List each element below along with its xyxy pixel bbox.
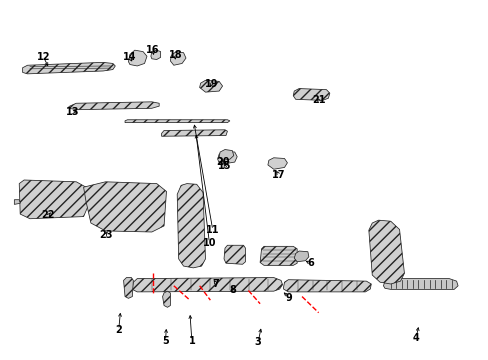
Text: 18: 18 (168, 50, 182, 60)
Text: 22: 22 (41, 210, 55, 220)
Polygon shape (83, 182, 166, 232)
Text: 21: 21 (311, 95, 325, 105)
Polygon shape (294, 251, 308, 262)
Text: 5: 5 (162, 336, 168, 346)
Polygon shape (125, 120, 229, 123)
Polygon shape (177, 184, 205, 268)
Polygon shape (161, 130, 227, 136)
Polygon shape (267, 158, 287, 169)
Polygon shape (219, 149, 233, 160)
Text: 11: 11 (205, 225, 219, 235)
Text: 10: 10 (202, 238, 216, 248)
Polygon shape (14, 200, 20, 204)
Text: 13: 13 (66, 107, 80, 117)
Polygon shape (151, 50, 160, 59)
Polygon shape (170, 51, 185, 65)
Text: 1: 1 (188, 336, 195, 346)
Text: 17: 17 (271, 170, 285, 180)
Text: 7: 7 (212, 279, 219, 289)
Polygon shape (128, 50, 147, 66)
Text: 4: 4 (412, 333, 419, 343)
Polygon shape (132, 278, 282, 292)
Polygon shape (162, 291, 170, 307)
Polygon shape (368, 220, 404, 284)
Polygon shape (224, 245, 245, 264)
Text: 3: 3 (254, 337, 261, 347)
Polygon shape (293, 89, 329, 100)
Text: 8: 8 (229, 285, 236, 296)
Polygon shape (69, 102, 159, 110)
Text: 19: 19 (204, 79, 218, 89)
Text: 15: 15 (218, 161, 231, 171)
Polygon shape (283, 280, 370, 292)
Text: 16: 16 (146, 45, 159, 55)
Polygon shape (123, 278, 133, 298)
Text: 12: 12 (37, 52, 50, 62)
Text: 6: 6 (306, 258, 313, 268)
Text: 14: 14 (122, 52, 136, 62)
Polygon shape (217, 151, 237, 164)
Text: 2: 2 (115, 325, 122, 335)
Polygon shape (199, 80, 222, 92)
Polygon shape (260, 246, 297, 265)
Text: 9: 9 (285, 293, 292, 303)
Text: 23: 23 (99, 230, 112, 239)
Polygon shape (22, 62, 115, 74)
Polygon shape (383, 279, 457, 289)
Text: 20: 20 (215, 157, 229, 167)
Polygon shape (19, 180, 88, 219)
